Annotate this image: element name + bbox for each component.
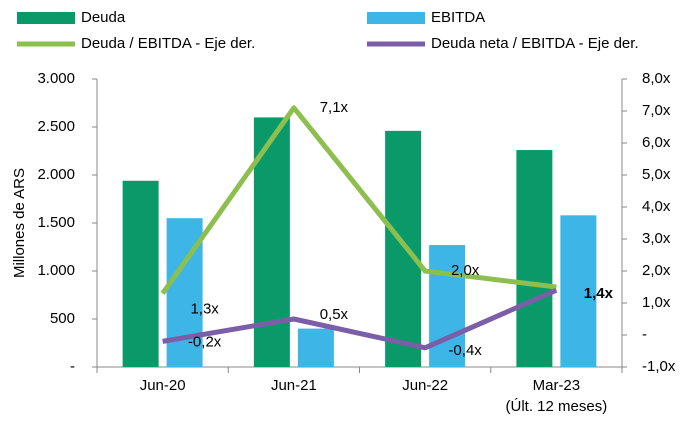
y-tick-label: 1.500	[37, 214, 75, 231]
legend-label: Deuda neta / EBITDA - Eje der.	[431, 35, 639, 52]
bar	[385, 130, 422, 367]
y2-tick-label: 4,0x	[642, 198, 671, 215]
bar	[560, 215, 597, 367]
legend-label: EBITDA	[431, 9, 485, 26]
y2-tick-label: 6,0x	[642, 134, 671, 151]
y2-tick-label: 2,0x	[642, 262, 671, 279]
line	[160, 105, 557, 295]
data-label: -0,2x	[188, 333, 222, 350]
y2-tick-label: 5,0x	[642, 166, 671, 183]
legend-label: Deuda	[81, 9, 126, 26]
bar	[429, 245, 466, 367]
line	[162, 287, 558, 351]
legend-swatch	[367, 12, 425, 24]
y-tick-label: -	[70, 358, 75, 375]
data-label: 2,0x	[451, 262, 480, 279]
bar	[122, 180, 159, 367]
y-tick-label: 2.500	[37, 118, 75, 135]
x-tick-label: Mar-23 (Últ. 12 meses)	[506, 377, 608, 415]
data-label: 1,3x	[190, 300, 219, 317]
y2-tick-label: -1,0x	[642, 358, 676, 375]
y-axis-label: Millones de ARS	[11, 168, 28, 278]
y-tick-label: 2.000	[37, 166, 75, 183]
data-label: 7,1x	[320, 99, 349, 116]
data-label: 0,5x	[320, 306, 349, 323]
bar	[516, 150, 553, 367]
x-tick-label: Jun-20	[140, 377, 186, 394]
data-label: -0,4x	[448, 342, 482, 359]
y2-tick-label: 8,0x	[642, 70, 671, 87]
y2-tick-label: 1,0x	[642, 294, 671, 311]
x-tick-label: Jun-21	[271, 377, 317, 394]
x-tick-label: Jun-22	[402, 377, 448, 394]
y2-tick-label: 3,0x	[642, 230, 671, 247]
y-tick-label: 3.000	[37, 70, 75, 87]
bar	[297, 328, 334, 367]
data-label: 1,4x	[584, 285, 614, 302]
y-tick-label: 500	[50, 310, 75, 327]
legend-label: Deuda / EBITDA - Eje der.	[81, 35, 255, 52]
legend-swatch	[17, 12, 75, 24]
y2-tick-label: -	[642, 326, 647, 343]
y-tick-label: 1.000	[37, 262, 75, 279]
y2-tick-label: 7,0x	[642, 102, 671, 119]
